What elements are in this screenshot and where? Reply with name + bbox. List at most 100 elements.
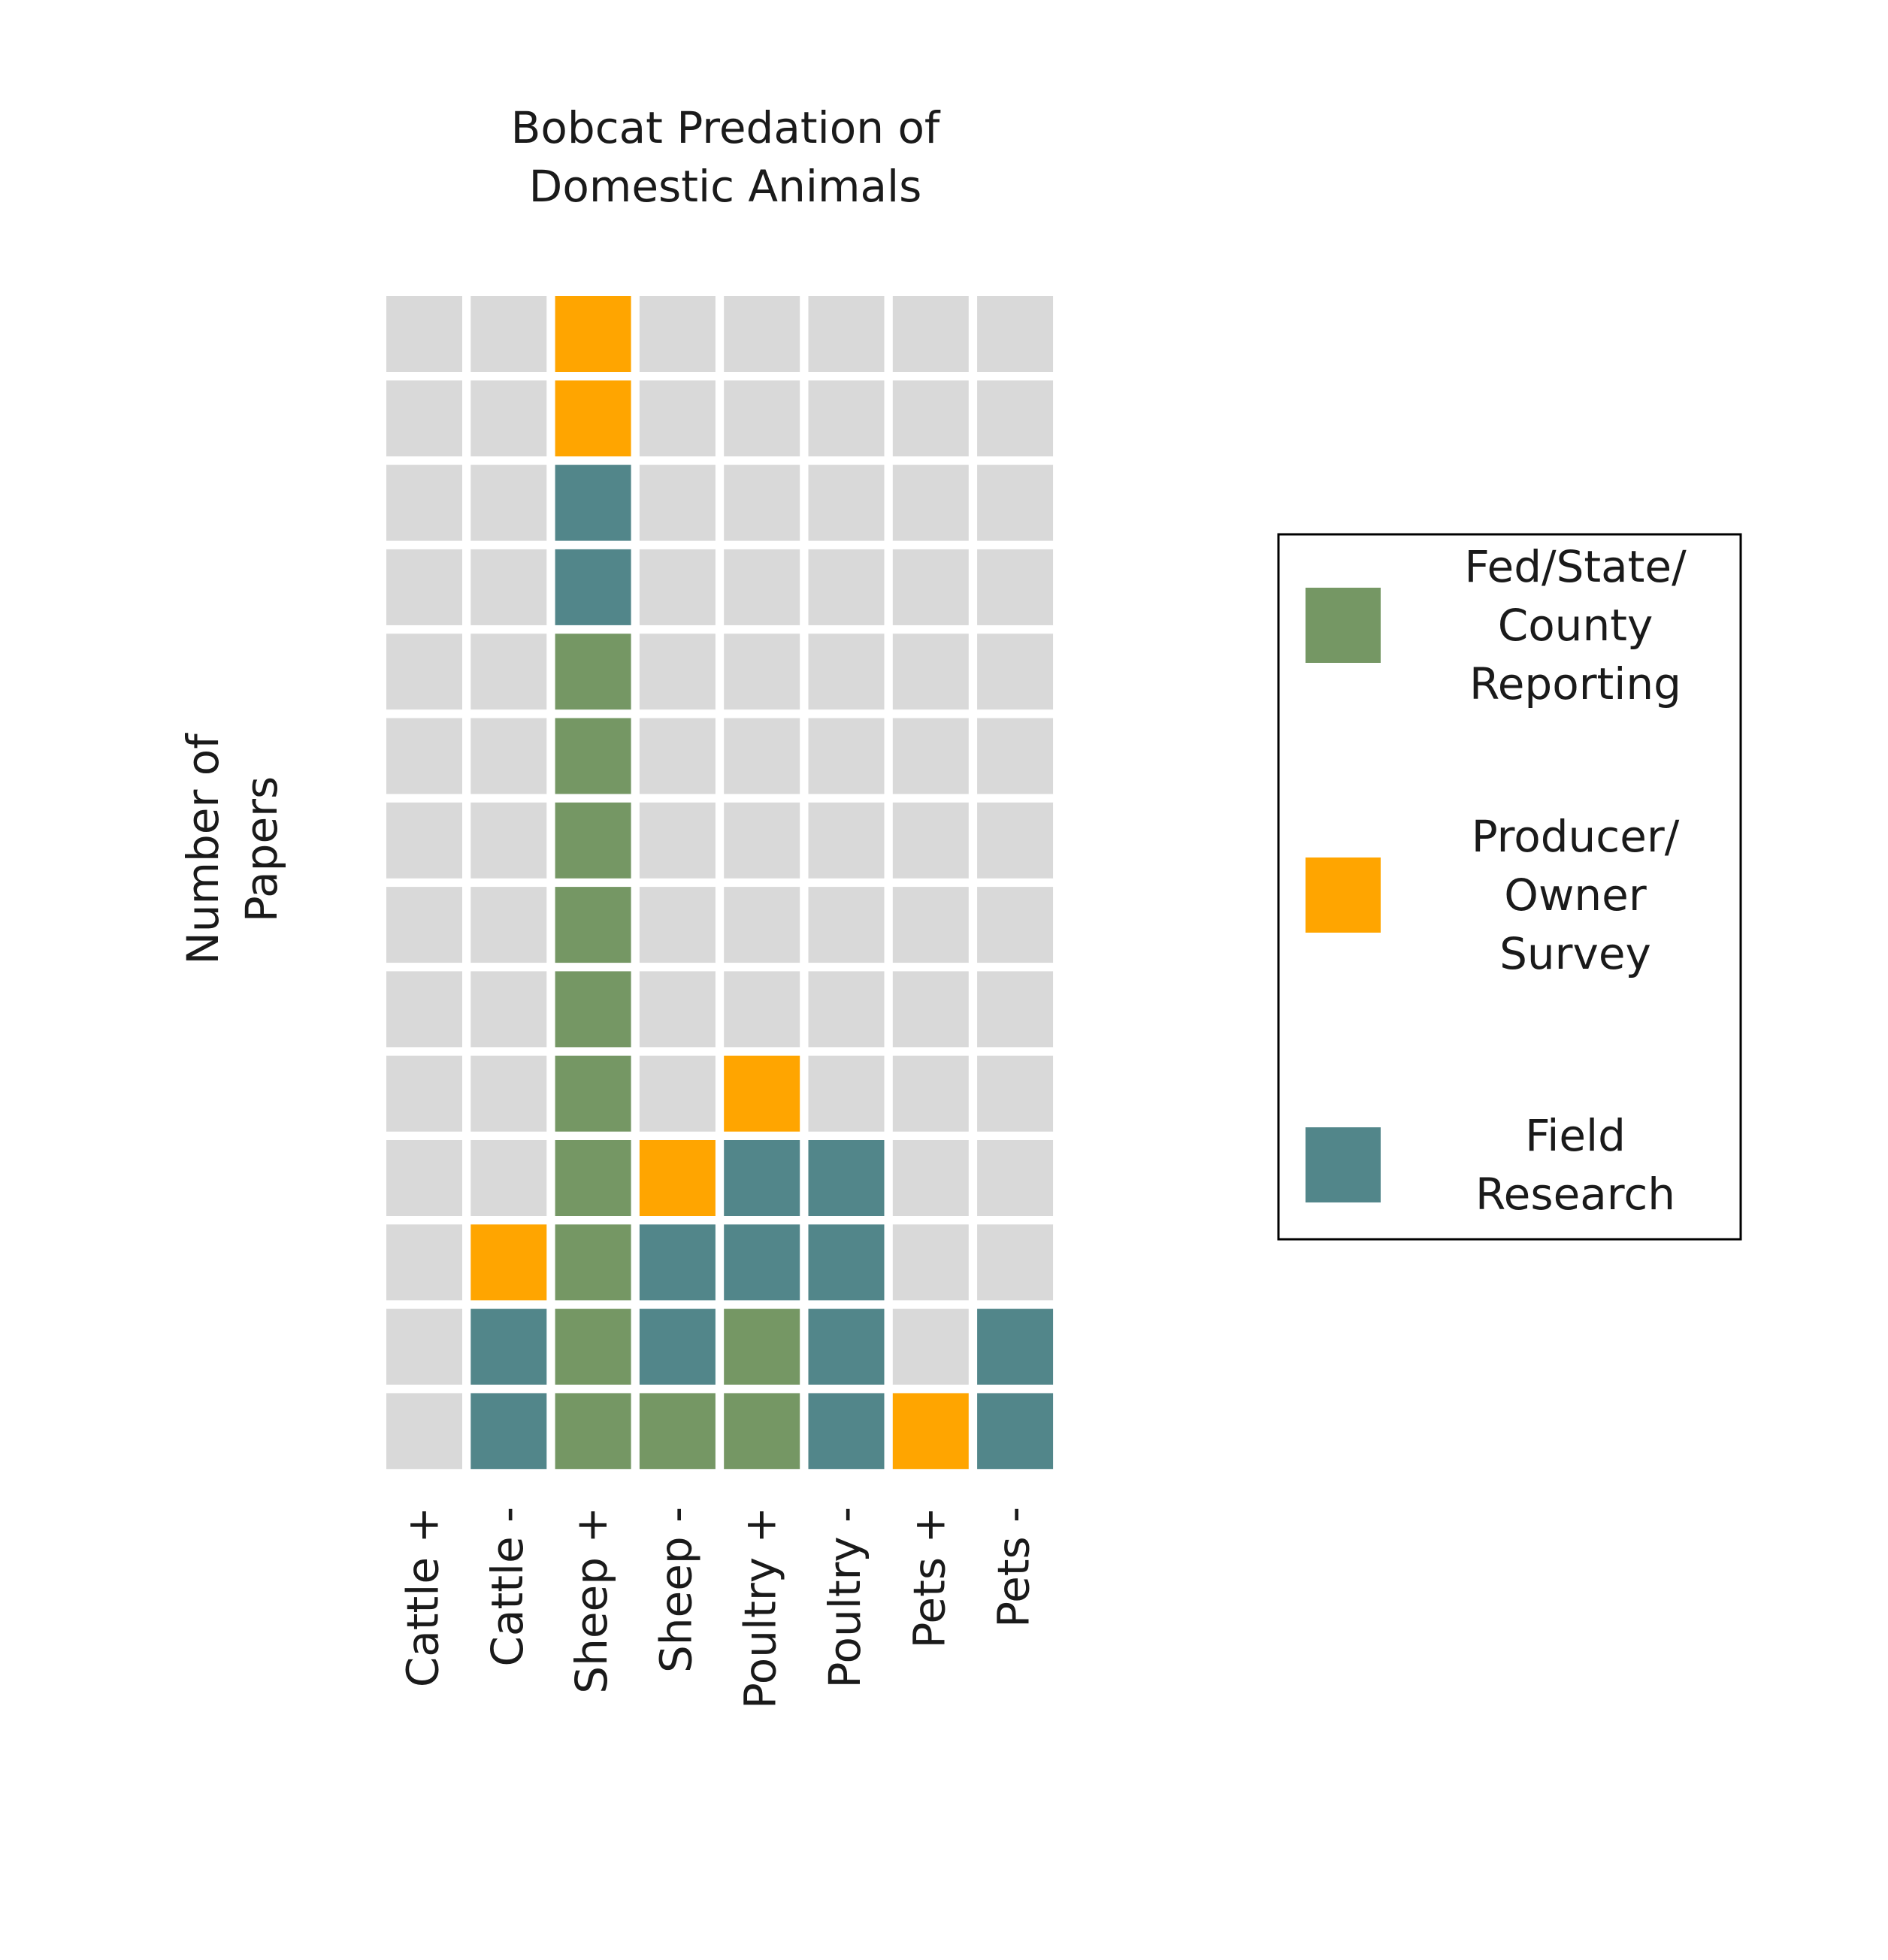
waffle-cell-empty (977, 971, 1054, 1048)
waffle-cell-empty (977, 634, 1054, 710)
waffle-cell-empty (470, 549, 547, 625)
waffle-cell-empty (808, 296, 885, 372)
waffle-cell-empty (892, 887, 969, 963)
waffle-cell-empty (808, 380, 885, 457)
x-tick-label: Sheep - (650, 1507, 701, 1673)
waffle-cell-empty (808, 718, 885, 794)
waffle-cell-empty (724, 634, 800, 710)
waffle-cell-empty (808, 887, 885, 963)
waffle-cell-empty (892, 634, 969, 710)
waffle-cell-empty (386, 380, 462, 457)
x-tick-label: Poultry - (819, 1507, 870, 1689)
waffle-cell-empty (724, 971, 800, 1048)
waffle-cell (470, 1224, 547, 1301)
waffle-cell-empty (808, 549, 885, 625)
waffle-cell (724, 1224, 800, 1301)
waffle-cell-empty (977, 718, 1054, 794)
waffle-cell (555, 718, 631, 794)
waffle-cell (724, 1308, 800, 1385)
waffle-cell (470, 1393, 547, 1469)
waffle-cell-empty (639, 1055, 716, 1132)
waffle-cell-empty (386, 464, 462, 541)
waffle-cell (555, 1224, 631, 1301)
waffle-cell (808, 1140, 885, 1216)
x-tick-label: Pets - (988, 1507, 1039, 1628)
waffle-cell (555, 971, 631, 1048)
waffle-cell (555, 549, 631, 625)
x-tick-label: Pets + (903, 1507, 955, 1649)
waffle-cell (724, 1055, 800, 1132)
legend-swatch (1306, 858, 1381, 933)
waffle-cell-empty (808, 634, 885, 710)
waffle-cell-empty (470, 718, 547, 794)
y-axis-label-line: Papers (236, 776, 287, 922)
waffle-cell-empty (977, 802, 1054, 879)
waffle-cell-empty (639, 464, 716, 541)
waffle-cell-empty (639, 296, 716, 372)
waffle-cell-empty (808, 1055, 885, 1132)
legend-label-line: Survey (1499, 928, 1651, 979)
waffle-cell-empty (892, 802, 969, 879)
waffle-cell (639, 1140, 716, 1216)
waffle-cell-empty (470, 634, 547, 710)
waffle-cell (555, 296, 631, 372)
waffle-cell-empty (639, 718, 716, 794)
legend-label-line: Field (1525, 1110, 1626, 1161)
waffle-cell-empty (892, 549, 969, 625)
waffle-cell (639, 1224, 716, 1301)
waffle-cell-empty (639, 380, 716, 457)
waffle-cell-empty (724, 549, 800, 625)
waffle-cell-empty (386, 1055, 462, 1132)
waffle-cell (555, 1308, 631, 1385)
waffle-cell-empty (977, 887, 1054, 963)
waffle-cell-empty (808, 464, 885, 541)
legend-label-line: County (1498, 600, 1654, 651)
x-tick-label: Cattle + (398, 1507, 449, 1687)
waffle-cell (555, 887, 631, 963)
waffle-cell-empty (386, 971, 462, 1048)
waffle-cells (386, 296, 1054, 1469)
waffle-cell-empty (808, 802, 885, 879)
waffle-cell-empty (386, 802, 462, 879)
waffle-cell-empty (724, 464, 800, 541)
waffle-cell-empty (386, 1393, 462, 1469)
y-axis-label: Number of Papers (177, 733, 287, 965)
legend-label-line: Producer/ (1472, 811, 1680, 862)
waffle-cell (977, 1308, 1054, 1385)
waffle-cell-empty (892, 296, 969, 372)
waffle-cell-empty (724, 802, 800, 879)
chart-title-line: Domestic Animals (529, 161, 922, 212)
waffle-cell-empty (386, 718, 462, 794)
chart-title: Bobcat Predation of Domestic Animals (511, 102, 941, 212)
waffle-cell-empty (977, 1055, 1054, 1132)
waffle-cell-empty (470, 971, 547, 1048)
legend-label-line: Fed/State/ (1464, 541, 1687, 592)
waffle-cell-empty (386, 1308, 462, 1385)
waffle-cell-empty (977, 464, 1054, 541)
legend-label-line: Reporting (1469, 658, 1681, 709)
waffle-cell (555, 464, 631, 541)
waffle-cell-empty (639, 634, 716, 710)
waffle-cell-empty (724, 887, 800, 963)
waffle-cell-empty (892, 1224, 969, 1301)
waffle-cell-empty (724, 380, 800, 457)
waffle-cell (808, 1224, 885, 1301)
waffle-cell-empty (892, 1308, 969, 1385)
waffle-cell (724, 1140, 800, 1216)
waffle-cell-empty (470, 802, 547, 879)
legend-swatch (1306, 1127, 1381, 1202)
waffle-cell-empty (977, 380, 1054, 457)
waffle-cell (555, 634, 631, 710)
waffle-cell (724, 1393, 800, 1469)
waffle-cell-empty (639, 887, 716, 963)
waffle-cell-empty (470, 464, 547, 541)
legend-label-line: Owner (1504, 870, 1647, 921)
waffle-cell (470, 1308, 547, 1385)
waffle-cell-empty (639, 549, 716, 625)
waffle-cell-empty (724, 296, 800, 372)
waffle-cell-empty (470, 296, 547, 372)
waffle-cell-empty (470, 1055, 547, 1132)
legend: Fed/State/County Reporting Producer/Owner S… (1277, 533, 1742, 1241)
waffle-cell-empty (977, 549, 1054, 625)
